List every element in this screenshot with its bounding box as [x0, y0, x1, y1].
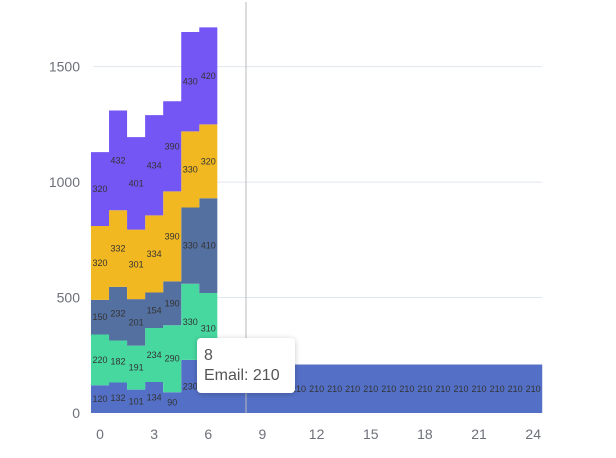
data-label: 210 — [399, 384, 414, 394]
data-label: 390 — [165, 141, 180, 151]
data-label: 301 — [129, 259, 144, 269]
x-tick-label: 3 — [150, 426, 158, 442]
data-label: 154 — [147, 305, 162, 315]
area-series — [90, 198, 218, 346]
data-label: 432 — [111, 155, 126, 165]
data-label: 310 — [201, 324, 216, 334]
data-label: 420 — [201, 71, 216, 81]
tooltip: 8 Email: 210 — [197, 338, 295, 393]
data-label: 320 — [92, 184, 107, 194]
data-label: 401 — [129, 178, 144, 188]
data-label: 210 — [291, 384, 306, 394]
data-label: 132 — [111, 393, 126, 403]
data-label: 201 — [129, 317, 144, 327]
data-label: 210 — [508, 384, 523, 394]
x-tick-label: 0 — [96, 426, 104, 442]
data-label: 232 — [111, 309, 126, 319]
data-label: 234 — [147, 350, 162, 360]
tooltip-x-value: 8 — [204, 347, 213, 364]
data-label: 290 — [165, 354, 180, 364]
data-label: 210 — [327, 384, 342, 394]
x-tick-label: 6 — [204, 426, 212, 442]
data-label: 220 — [92, 355, 107, 365]
data-label: 190 — [165, 298, 180, 308]
data-label: 210 — [345, 384, 360, 394]
data-label: 320 — [201, 156, 216, 166]
y-tick-label: 1000 — [49, 174, 80, 190]
data-label: 90 — [167, 398, 177, 408]
x-tick-label: 15 — [363, 426, 379, 442]
area-series — [90, 283, 218, 393]
y-tick-label: 1500 — [49, 59, 80, 75]
data-label: 101 — [129, 396, 144, 406]
data-label: 434 — [147, 160, 162, 170]
y-tick-label: 0 — [72, 405, 80, 421]
data-label: 182 — [111, 357, 126, 367]
data-label: 334 — [147, 249, 162, 259]
data-label: 330 — [183, 164, 198, 174]
data-label: 210 — [453, 384, 468, 394]
data-label: 210 — [472, 384, 487, 394]
data-label: 330 — [183, 317, 198, 327]
data-label: 330 — [183, 241, 198, 251]
data-label: 210 — [526, 384, 541, 394]
x-tick-label: 21 — [471, 426, 487, 442]
data-label: 320 — [92, 258, 107, 268]
data-label: 210 — [417, 384, 432, 394]
y-tick-label: 500 — [57, 290, 81, 306]
data-label: 150 — [92, 312, 107, 322]
tooltip-series-value: Email: 210 — [204, 367, 280, 384]
area-series — [90, 27, 543, 413]
data-label: 230 — [183, 381, 198, 391]
x-tick-label: 18 — [417, 426, 433, 442]
data-label: 210 — [435, 384, 450, 394]
data-label: 410 — [201, 241, 216, 251]
data-label: 430 — [183, 77, 198, 87]
data-label: 134 — [147, 393, 162, 403]
data-label: 210 — [381, 384, 396, 394]
data-label: 332 — [111, 244, 126, 254]
data-label: 191 — [129, 363, 144, 373]
data-label: 390 — [165, 231, 180, 241]
data-label: 210 — [309, 384, 324, 394]
data-label: 210 — [363, 384, 378, 394]
area-series — [90, 27, 218, 230]
x-tick-label: 9 — [259, 426, 267, 442]
x-tick-label: 24 — [525, 426, 541, 442]
axis-labels: 0 500 1000 1500 0 3 6 9 12 15 18 21 24 — [49, 59, 541, 442]
data-label: 210 — [490, 384, 505, 394]
data-label: 120 — [92, 394, 107, 404]
area-series — [90, 124, 218, 300]
x-tick-label: 12 — [309, 426, 325, 442]
